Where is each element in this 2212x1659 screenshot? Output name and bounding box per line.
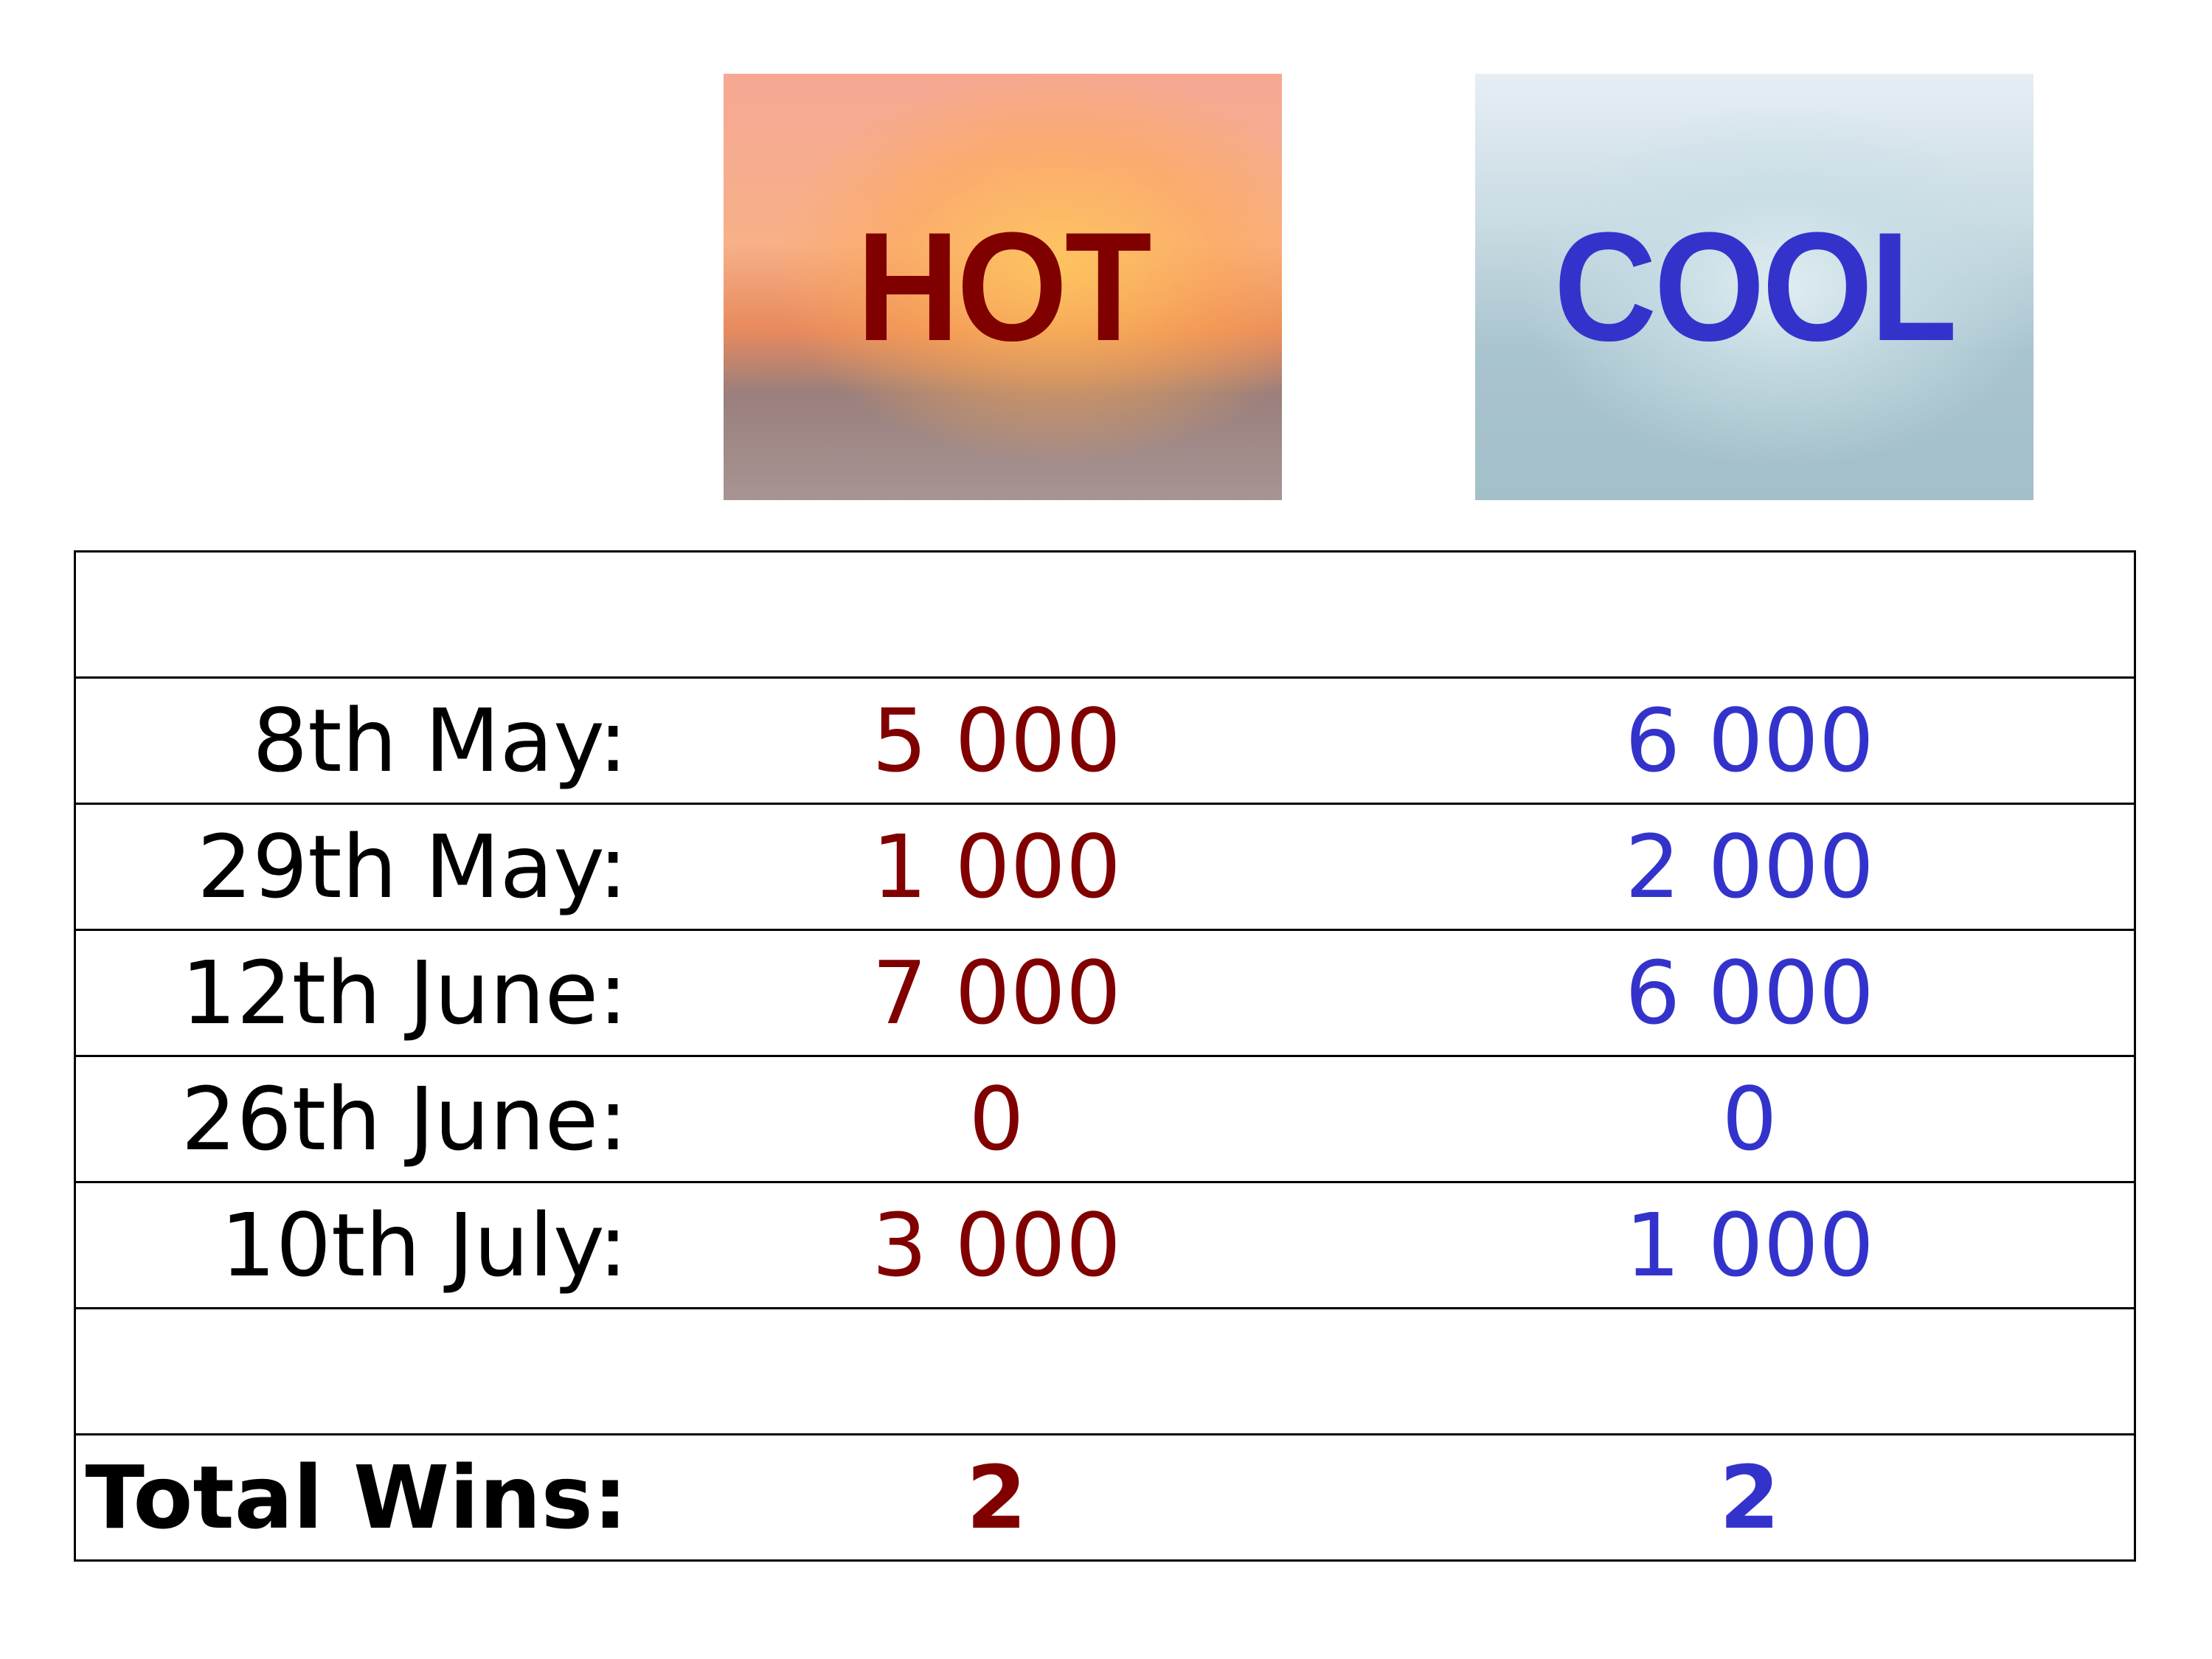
date-label: 29th May: (74, 803, 628, 930)
total-label: Total Wins: (74, 1433, 628, 1561)
date-label: 12th June: (74, 929, 628, 1056)
cool-value: 2 000 (1365, 803, 2135, 930)
date-label: 10th July: (74, 1181, 628, 1309)
hot-value: 5 000 (628, 676, 1365, 804)
table-row: 12th June: 7 000 6 000 (74, 929, 2135, 1056)
hot-value: 3 000 (628, 1181, 1365, 1309)
cool-value: 1 000 (1365, 1181, 2135, 1309)
cool-total: 2 (1365, 1433, 2135, 1561)
hot-image: HOT (724, 74, 1282, 500)
table-row: 8th May: 5 000 6 000 (74, 676, 2135, 804)
date-label: 26th June: (74, 1055, 628, 1182)
table-row: 10th July: 3 000 1 000 (74, 1181, 2135, 1309)
table-row: 29th May: 1 000 2 000 (74, 803, 2135, 930)
cool-image: COOL (1475, 74, 2034, 500)
hot-value: 0 (628, 1055, 1365, 1182)
cool-value: 6 000 (1365, 929, 2135, 1056)
hot-value: 1 000 (628, 803, 1365, 930)
date-label: 8th May: (74, 676, 628, 804)
total-row: Total Wins: 2 2 (74, 1433, 2135, 1561)
cool-value: 6 000 (1365, 676, 2135, 804)
cool-value: 0 (1365, 1055, 2135, 1182)
hot-total: 2 (628, 1433, 1365, 1561)
table-row: 26th June: 0 0 (74, 1055, 2135, 1182)
hot-title: HOT (856, 200, 1151, 373)
hot-value: 7 000 (628, 929, 1365, 1056)
empty-row (75, 552, 2135, 678)
cool-title: COOL (1553, 200, 1958, 373)
results-table: 8th May: 5 000 6 000 29th May: 1 000 2 0… (74, 550, 2136, 1562)
empty-row (74, 1307, 2135, 1435)
